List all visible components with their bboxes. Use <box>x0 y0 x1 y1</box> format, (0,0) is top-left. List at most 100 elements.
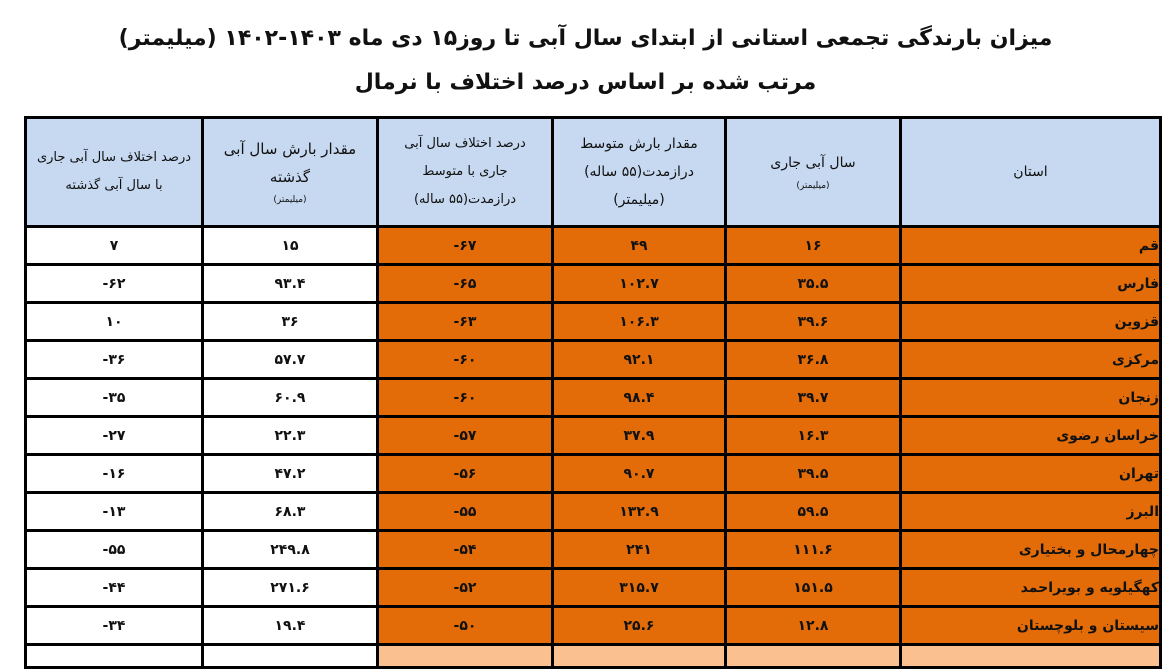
cell-diff-previous: -۶۲ <box>24 263 204 304</box>
cell-current: ۱۲.۸ <box>724 605 902 646</box>
cell-empty <box>376 643 554 669</box>
cell-previous: ۵۷.۷ <box>201 339 379 380</box>
cell-current: ۱۶.۳ <box>724 415 902 456</box>
cell-diff-longterm: -۵۴ <box>376 529 554 570</box>
cell-longterm: ۹۸.۴ <box>551 377 727 418</box>
column-header-current: سال آبی جاری (میلیمتر) <box>724 116 902 228</box>
cell-diff-longterm: -۵۵ <box>376 491 554 532</box>
page-subtitle: مرتب شده بر اساس درصد اختلاف با نرمال <box>354 70 817 95</box>
cell-diff-previous: ۷ <box>24 225 204 266</box>
page-title: میزان بارندگی تجمعی استانی از ابتدای سال… <box>118 26 1053 51</box>
cell-diff-previous: -۳۴ <box>24 605 204 646</box>
cell-province: چهارمحال و بختیاری <box>899 529 1162 570</box>
cell-current: ۳۶.۸ <box>724 339 902 380</box>
cell-previous: ۲۷۱.۶ <box>201 567 379 608</box>
cell-diff-previous: -۱۳ <box>24 491 204 532</box>
column-label: مقدار بارش سال آبی گذشته <box>223 140 357 186</box>
column-unit: (میلیمتر) <box>796 181 830 191</box>
cell-diff-previous: -۲۷ <box>24 415 204 456</box>
cell-previous: ۲۲.۳ <box>201 415 379 456</box>
cell-diff-previous: ۱۰ <box>24 301 204 342</box>
cell-longterm: ۱۳۲.۹ <box>551 491 727 532</box>
cell-diff-longterm: -۶۷ <box>376 225 554 266</box>
column-header-diff-previous: درصد اختلاف سال آبی جاری با سال آبی گذشت… <box>24 116 204 228</box>
cell-current: ۱۵۱.۵ <box>724 567 902 608</box>
cell-empty <box>551 643 727 669</box>
cell-diff-previous: -۳۶ <box>24 339 204 380</box>
table-row: البرز ۵۹.۵ ۱۳۲.۹ -۵۵ ۶۸.۳ -۱۳ <box>24 491 1162 532</box>
cell-province: تهران <box>899 453 1162 494</box>
cell-diff-longterm: -۵۲ <box>376 567 554 608</box>
cell-diff-longterm: -۵۶ <box>376 453 554 494</box>
cell-province: زنجان <box>899 377 1162 418</box>
cell-province: البرز <box>899 491 1162 532</box>
cell-current: ۵۹.۵ <box>724 491 902 532</box>
cell-current: ۳۹.۶ <box>724 301 902 342</box>
cell-previous: ۶۸.۳ <box>201 491 379 532</box>
table-row: خراسان رضوی ۱۶.۳ ۳۷.۹ -۵۷ ۲۲.۳ -۲۷ <box>24 415 1162 456</box>
table-row: تهران ۳۹.۵ ۹۰.۷ -۵۶ ۴۷.۲ -۱۶ <box>24 453 1162 494</box>
cell-longterm: ۳۷.۹ <box>551 415 727 456</box>
cell-province: قم <box>899 225 1162 266</box>
column-label: درصد اختلاف سال آبی جاری با سال آبی گذشت… <box>36 150 192 193</box>
cell-diff-longterm: -۶۳ <box>376 301 554 342</box>
cell-province: مرکزی <box>899 339 1162 380</box>
cell-empty <box>899 643 1162 669</box>
cell-longterm: ۲۴۱ <box>551 529 727 570</box>
table-row: قزوین ۳۹.۶ ۱۰۶.۳ -۶۳ ۳۶ ۱۰ <box>24 301 1162 342</box>
cell-diff-previous: -۱۶ <box>24 453 204 494</box>
cell-current: ۳۹.۷ <box>724 377 902 418</box>
cell-current: ۱۱۱.۶ <box>724 529 902 570</box>
cell-previous: ۴۷.۲ <box>201 453 379 494</box>
table-row: کهگیلویه و بویراحمد ۱۵۱.۵ ۳۱۵.۷ -۵۲ ۲۷۱.۶ -۴۴ <box>24 567 1162 608</box>
cell-longterm: ۴۹ <box>551 225 727 266</box>
column-header-diff-longterm: درصد اختلاف سال آبی جاری با متوسط درازمد… <box>376 116 554 228</box>
column-label: استان <box>1013 164 1048 180</box>
cell-longterm: ۹۰.۷ <box>551 453 727 494</box>
cell-diff-longterm: -۶۵ <box>376 263 554 304</box>
cell-empty <box>201 643 379 669</box>
column-label: مقدار بارش متوسط درازمدت(۵۵ ساله) (میلیم… <box>580 136 698 208</box>
cell-previous: ۱۹.۴ <box>201 605 379 646</box>
cell-diff-previous: -۳۵ <box>24 377 204 418</box>
cell-province: کهگیلویه و بویراحمد <box>899 567 1162 608</box>
column-header-province: استان <box>899 116 1162 228</box>
cell-diff-longterm: -۵۰ <box>376 605 554 646</box>
cell-current: ۳۹.۵ <box>724 453 902 494</box>
column-header-previous: مقدار بارش سال آبی گذشته (میلیمتر) <box>201 116 379 228</box>
table-row: فارس ۳۵.۵ ۱۰۲.۷ -۶۵ ۹۳.۴ -۶۲ <box>24 263 1162 304</box>
cell-longterm: ۳۱۵.۷ <box>551 567 727 608</box>
cell-current: ۳۵.۵ <box>724 263 902 304</box>
column-header-longterm: مقدار بارش متوسط درازمدت(۵۵ ساله) (میلیم… <box>551 116 727 228</box>
cell-diff-longterm: -۵۷ <box>376 415 554 456</box>
table-row: چهارمحال و بختیاری ۱۱۱.۶ ۲۴۱ -۵۴ ۲۴۹.۸ -۵۵ <box>24 529 1162 570</box>
table-row: سیستان و بلوچستان ۱۲.۸ ۲۵.۶ -۵۰ ۱۹.۴ -۳۴ <box>24 605 1162 646</box>
column-unit: (میلیمتر) <box>273 195 307 205</box>
cell-previous: ۱۵ <box>201 225 379 266</box>
cell-previous: ۳۶ <box>201 301 379 342</box>
cell-diff-previous: -۵۵ <box>24 529 204 570</box>
cell-province: خراسان رضوی <box>899 415 1162 456</box>
cell-previous: ۶۰.۹ <box>201 377 379 418</box>
cell-province: فارس <box>899 263 1162 304</box>
cell-longterm: ۹۲.۱ <box>551 339 727 380</box>
table-row: قم ۱۶ ۴۹ -۶۷ ۱۵ ۷ <box>24 225 1162 266</box>
cell-province: سیستان و بلوچستان <box>899 605 1162 646</box>
column-label: سال آبی جاری <box>770 155 856 171</box>
table-row: مرکزی ۳۶.۸ ۹۲.۱ -۶۰ ۵۷.۷ -۳۶ <box>24 339 1162 380</box>
cell-diff-longterm: -۶۰ <box>376 377 554 418</box>
cell-diff-previous: -۴۴ <box>24 567 204 608</box>
cell-previous: ۲۴۹.۸ <box>201 529 379 570</box>
cell-longterm: ۱۰۶.۳ <box>551 301 727 342</box>
cell-current: ۱۶ <box>724 225 902 266</box>
cell-longterm: ۱۰۲.۷ <box>551 263 727 304</box>
cell-empty <box>24 643 204 669</box>
column-label: درصد اختلاف سال آبی جاری با متوسط درازمد… <box>404 136 526 207</box>
table-row-partial <box>24 643 1162 669</box>
table-header-row: استان سال آبی جاری (میلیمتر) مقدار بارش م… <box>24 116 1162 228</box>
cell-diff-longterm: -۶۰ <box>376 339 554 380</box>
cell-province: قزوین <box>899 301 1162 342</box>
table-row: زنجان ۳۹.۷ ۹۸.۴ -۶۰ ۶۰.۹ -۳۵ <box>24 377 1162 418</box>
cell-previous: ۹۳.۴ <box>201 263 379 304</box>
cell-longterm: ۲۵.۶ <box>551 605 727 646</box>
